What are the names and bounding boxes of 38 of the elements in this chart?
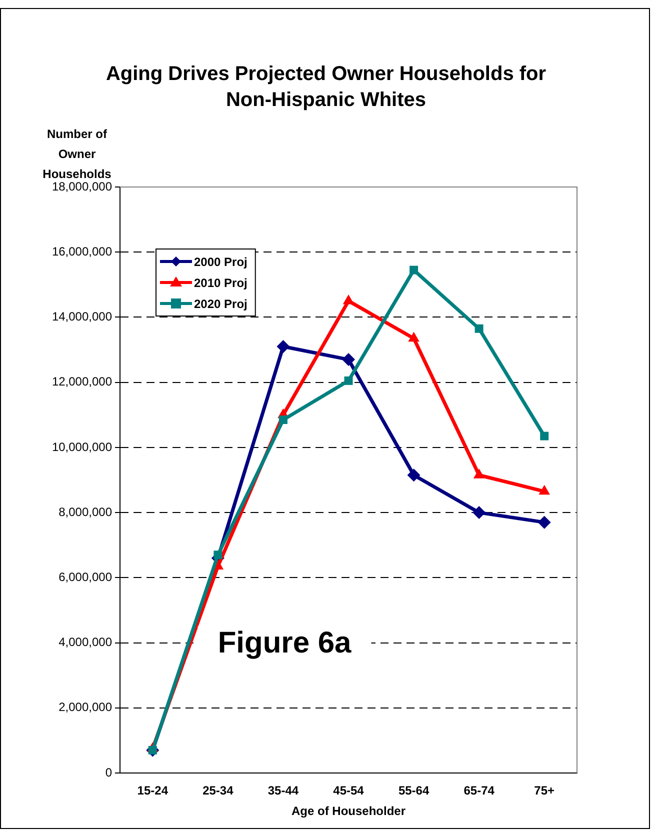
point <box>214 550 222 560</box>
y-axis-title: Number of Owner Households <box>42 126 112 182</box>
x-tick-label: 15-24 <box>137 784 168 798</box>
point <box>474 324 484 333</box>
annotation: Figure 6a <box>218 626 352 660</box>
point <box>540 432 549 440</box>
x-tick-label: 25-34 <box>202 784 234 798</box>
y-tick-label: 8,000,000 <box>58 504 112 519</box>
x-axis-title: Age of Householder <box>291 804 406 818</box>
point <box>278 416 288 424</box>
point <box>408 332 420 342</box>
x-tick-label: 55-64 <box>398 784 430 798</box>
point <box>538 516 551 529</box>
y-tick-label: 0 <box>105 765 112 780</box>
y-tick-label: 10,000,000 <box>52 440 112 454</box>
point <box>407 468 420 482</box>
point <box>473 468 485 478</box>
point <box>410 266 418 274</box>
y-tick-label: 6,000,000 <box>58 570 112 584</box>
y-tick-label: 12,000,000 <box>52 374 112 389</box>
point <box>342 353 355 366</box>
y-tick-label: 14,000,000 <box>52 310 112 324</box>
y-tick-label: 4,000,000 <box>58 635 112 650</box>
legend-label: 2020 Proj <box>194 296 248 311</box>
point <box>276 340 290 354</box>
x-tick-label: 45-54 <box>333 784 364 798</box>
chart-title: Aging Drives Projected Owner Households for Non-Hispanic Whites <box>104 62 548 113</box>
point <box>344 376 353 385</box>
x-tick-label: 75+ <box>534 784 555 798</box>
point <box>472 506 486 520</box>
legend-label: 2000 Proj <box>194 254 248 269</box>
x-tick-label: 65-74 <box>464 784 495 798</box>
y-tick-label: 16,000,000 <box>52 244 112 258</box>
x-tick-label: 35-44 <box>268 784 299 798</box>
legend-label: 2010 Proj <box>194 276 248 290</box>
y-tick-label: 18,000,000 <box>52 179 112 194</box>
point <box>538 484 550 495</box>
y-tick-label: 2,000,000 <box>58 700 112 714</box>
